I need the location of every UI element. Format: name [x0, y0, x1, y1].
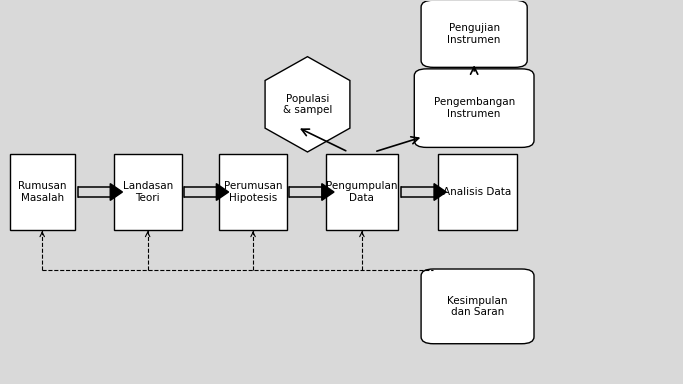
Text: Analisis Data: Analisis Data	[443, 187, 512, 197]
Text: Pengembangan
Instrumen: Pengembangan Instrumen	[434, 97, 515, 119]
FancyBboxPatch shape	[438, 154, 516, 230]
Text: Perumusan
Hipotesis: Perumusan Hipotesis	[224, 181, 282, 203]
Polygon shape	[265, 57, 350, 152]
Text: Rumusan
Masalah: Rumusan Masalah	[18, 181, 66, 203]
Polygon shape	[322, 184, 334, 200]
FancyBboxPatch shape	[326, 154, 398, 230]
Text: Landasan
Teori: Landasan Teori	[122, 181, 173, 203]
Text: Pengumpulan
Data: Pengumpulan Data	[326, 181, 398, 203]
FancyBboxPatch shape	[415, 69, 534, 147]
Polygon shape	[434, 184, 446, 200]
Text: Kesimpulan
dan Saran: Kesimpulan dan Saran	[447, 296, 507, 317]
FancyBboxPatch shape	[10, 154, 74, 230]
FancyBboxPatch shape	[421, 269, 534, 344]
FancyBboxPatch shape	[113, 154, 182, 230]
Polygon shape	[217, 184, 229, 200]
FancyBboxPatch shape	[421, 0, 527, 67]
Polygon shape	[110, 184, 122, 200]
Text: Populasi
& sampel: Populasi & sampel	[283, 94, 332, 115]
Text: Pengujian
Instrumen: Pengujian Instrumen	[447, 23, 501, 45]
FancyBboxPatch shape	[219, 154, 287, 230]
